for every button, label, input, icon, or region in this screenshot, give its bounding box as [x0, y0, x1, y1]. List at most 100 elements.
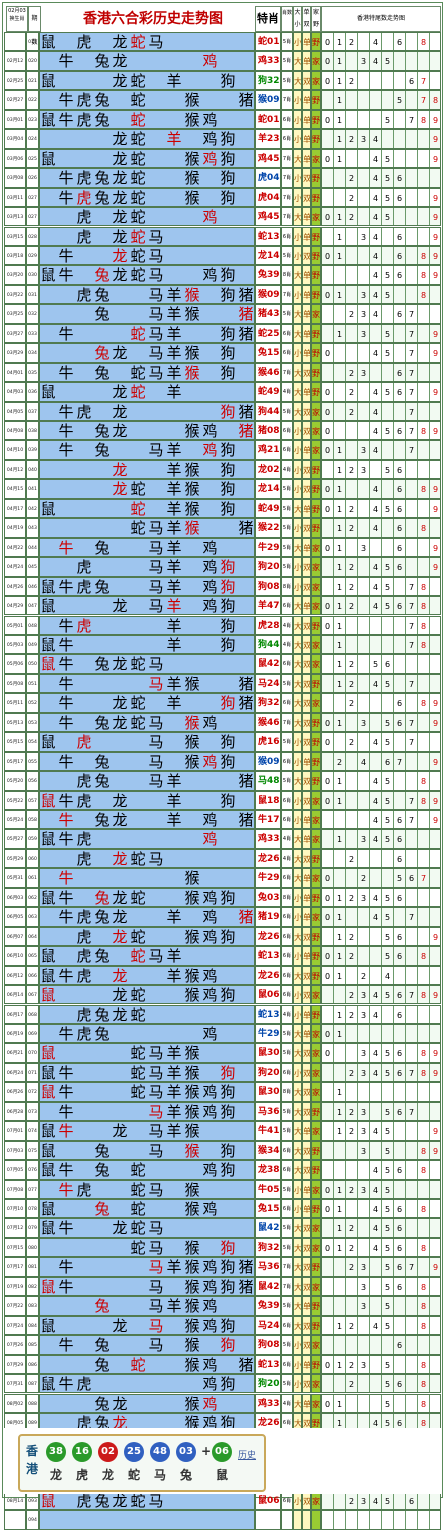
row-oddeven: 双: [302, 1335, 311, 1355]
row-oddeven: 单: [302, 382, 311, 402]
tail-digit: 4: [370, 1219, 382, 1237]
tail-digit: 4: [370, 733, 382, 751]
tail-digit: [322, 1005, 334, 1023]
tail-digit: [418, 208, 430, 226]
zodiac-mark: 鼠: [40, 1316, 56, 1335]
tail-digit: 4: [370, 1044, 382, 1062]
tail-digit: 2: [346, 1258, 358, 1276]
tail-digit: [370, 1355, 382, 1374]
row-count: 6肖: [281, 868, 293, 888]
row-index: 034: [26, 343, 39, 363]
tail-digit: [430, 869, 440, 886]
tail-digit: 2: [346, 986, 358, 1004]
tail-digit: [322, 830, 334, 848]
row-oddeven: 双: [302, 459, 311, 480]
row-special: 猪08: [255, 421, 281, 441]
tail-digit: 1: [334, 830, 346, 848]
tail-digit: [370, 1277, 382, 1296]
tail-digit: 4: [370, 519, 382, 537]
tail-digit: [370, 1024, 382, 1043]
zodiac-mark: 羊: [166, 1102, 182, 1121]
history-link[interactable]: 历史: [238, 1451, 257, 1461]
zodiac-mark: 鼠: [40, 1491, 56, 1510]
tail-digit: 9: [430, 811, 440, 828]
tail-digit: [370, 752, 382, 771]
tail-digit: 6: [394, 246, 406, 265]
tail-digit: 1: [334, 966, 346, 985]
row-index: 042: [26, 498, 39, 519]
zodiac-mark: 虎: [76, 1005, 92, 1024]
row-bigsmall: 小: [293, 1335, 302, 1355]
zodiac-mark: 鸡: [202, 1083, 218, 1102]
tail-digit: [418, 908, 430, 926]
tail-digit: 2: [346, 1180, 358, 1198]
tail-digit: [346, 616, 358, 634]
tail-digit: [430, 286, 440, 303]
row-zodiacs: 牛猴: [39, 868, 255, 888]
tail-digit: [406, 1200, 418, 1218]
tail-digit: 5: [382, 830, 394, 848]
row-special: 猴46: [255, 712, 281, 733]
row-oddeven: 双: [302, 790, 311, 810]
zodiac-mark: 马: [148, 1258, 164, 1277]
zodiac-mark: 马: [148, 227, 164, 246]
tail-digit: [358, 519, 370, 537]
tail-digit: 6: [394, 169, 406, 187]
tail-digit: [322, 1083, 334, 1101]
zodiac-mark: 羊: [166, 772, 182, 791]
row-date: 05月11 周日: [4, 693, 26, 713]
tail-digit: 5: [382, 927, 394, 946]
zodiac-mark: 兔: [94, 1491, 110, 1510]
tail-digit: [430, 1356, 440, 1373]
zodiac-mark: 狗: [220, 1336, 236, 1355]
tail-digit: 4: [370, 1180, 382, 1198]
tail-digit: 1: [334, 577, 346, 596]
tail-digit: 5: [382, 577, 394, 596]
row-date: 04月29 周二: [4, 596, 26, 616]
zodiac-mark: 马: [148, 752, 164, 771]
row-index: 047: [26, 596, 39, 616]
row-date: 07月17 周四: [4, 1257, 26, 1277]
zodiac-mark: 龙: [112, 655, 128, 674]
tail-digit: 0: [322, 791, 334, 809]
tail-digit: 6: [382, 655, 394, 673]
row-date: 04月12 周六: [4, 459, 26, 480]
row-bigsmall: 大: [293, 207, 302, 227]
tail-digit: 7: [406, 344, 418, 362]
tail-digit: [406, 1375, 418, 1393]
zodiac-mark: 猴: [184, 110, 200, 129]
row-index: 055: [26, 751, 39, 772]
tail-digit: [322, 927, 334, 946]
tail-digit: 9: [430, 1258, 440, 1275]
tail-digit: [430, 1219, 440, 1236]
row-date: 03月13 周四: [4, 207, 26, 227]
tail-digit: [430, 675, 440, 692]
tail-digit: 6: [394, 519, 406, 537]
row-homewild: 野: [311, 187, 321, 208]
zodiac-mark: 马: [148, 655, 164, 674]
zodiac-mark: 蛇: [130, 383, 146, 402]
row-zodiacs: 牛兔蛇马羊猴狗: [39, 362, 255, 383]
tail-digit: 0: [322, 869, 334, 887]
tail-digit: 5: [382, 1277, 394, 1296]
row-oddeven: 单: [302, 537, 311, 558]
row-date: 06月24 周二: [4, 1062, 26, 1083]
tail-digit: 6: [394, 811, 406, 829]
zodiac-mark: 龙: [112, 480, 128, 499]
zodiac-mark: 龙: [112, 208, 128, 227]
row-zodiacs: 兔蛇猴鸡猪: [39, 1354, 255, 1375]
tail-digit: 7: [406, 1102, 418, 1121]
tail-digit: [322, 305, 334, 323]
tail-digit: 5: [382, 266, 394, 284]
zodiac-mark: 鸡: [202, 1355, 218, 1374]
tail-digit: [430, 1181, 440, 1198]
zodiac-mark: 蛇: [130, 324, 146, 343]
zodiac-mark: 羊: [166, 363, 182, 382]
row-index: 061: [26, 868, 39, 888]
row-zodiacs: 虎兔龙猴鸡狗: [39, 1412, 255, 1433]
row-zodiacs: 鼠牛龙马羊猴: [39, 1121, 255, 1141]
tail-digit: 6: [394, 849, 406, 868]
row-zodiacs: 牛虎兔蛇猴猪: [39, 90, 255, 110]
tail-digit: 1: [334, 441, 346, 459]
